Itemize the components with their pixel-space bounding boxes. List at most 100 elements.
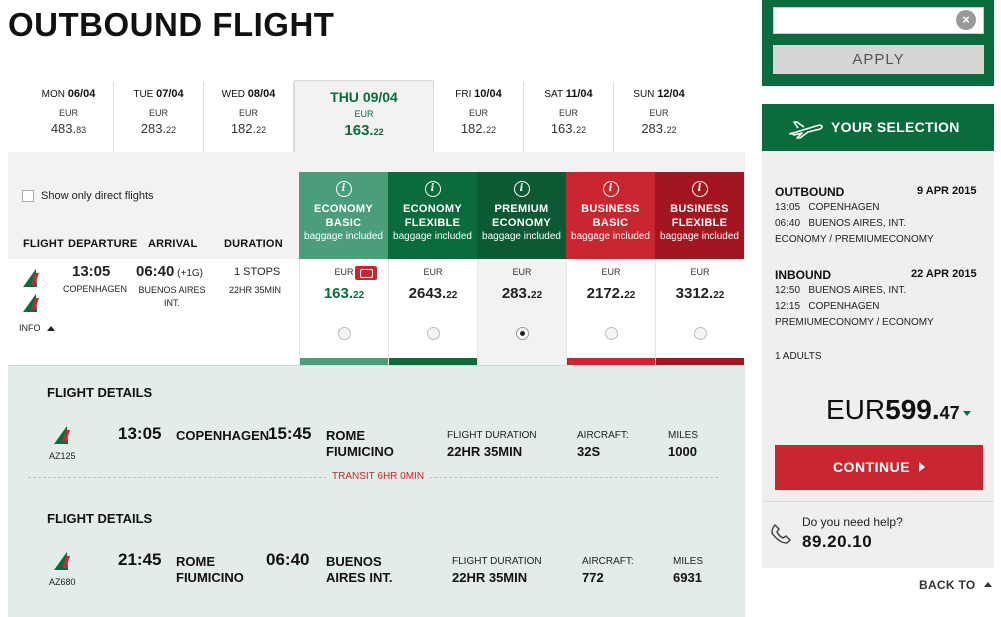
segment-arrival-time: 15:45: [268, 424, 312, 443]
fare-baggage: baggage included: [304, 231, 383, 242]
date-price-cents: 22: [256, 125, 267, 135]
fare-option-business-flexible[interactable]: EUR 3312.22: [655, 259, 744, 365]
fare-name: ECONOMY: [492, 217, 551, 229]
date-cell-selected[interactable]: THU 09/04 EUR 163.22: [294, 80, 434, 152]
apply-button[interactable]: APPLY: [773, 45, 984, 74]
promo-code-box: × APPLY: [762, 0, 994, 86]
fare-price-cents: 22: [353, 290, 365, 301]
date-price: 483.: [50, 121, 77, 136]
miles-value: 6931: [673, 570, 702, 585]
column-arrival: ARRIVAL: [148, 238, 198, 250]
info-icon[interactable]: i: [691, 181, 708, 197]
fare-header-business-basic[interactable]: i BUSINESS BASIC baggage included: [566, 172, 655, 259]
fare-price: 2643.: [408, 285, 447, 302]
help-phone-number[interactable]: 89.20.10: [802, 532, 873, 551]
segment-duration: 22HR 35MIN: [447, 444, 523, 459]
your-selection-header: YOUR SELECTION: [762, 104, 994, 151]
help-question: Do you need help?: [802, 515, 903, 529]
date-currency: EUR: [58, 108, 78, 118]
fare-header-economy-flexible[interactable]: i ECONOMY FLEXIBLE baggage included: [388, 172, 477, 259]
promo-code-input[interactable]: [773, 7, 984, 34]
date-cell[interactable]: WED 08/04 EUR 182.22: [204, 82, 294, 152]
inbound-time: 12:15: [775, 301, 801, 312]
date-day: THU: [330, 89, 359, 105]
date-price-cents: 22: [666, 125, 677, 135]
segment-departure-time: 13:05: [118, 424, 162, 443]
fare-option-business-basic[interactable]: EUR 2172.22: [566, 259, 655, 365]
fare-option-economy-flexible[interactable]: EUR 2643.22: [388, 259, 477, 365]
outbound-place: BUENOS AIRES, INT.: [808, 218, 907, 229]
total-price[interactable]: EUR599.47: [826, 394, 971, 426]
flight-summary: INFO 13:05 COPENHAGEN 06:40 (+1G) BUENOS…: [8, 259, 308, 365]
fare-radio[interactable]: [426, 327, 440, 340]
close-icon[interactable]: ×: [956, 10, 976, 30]
direct-flights-checkbox[interactable]: [22, 190, 34, 202]
fare-price: 2172.: [586, 285, 625, 302]
inbound-label: INBOUND: [775, 268, 831, 282]
segment-arrival-city: FIUMICINO: [326, 444, 394, 459]
inbound-place: COPENHAGEN: [808, 301, 880, 312]
info-icon[interactable]: i: [602, 181, 619, 197]
date-price-cents: 22: [576, 125, 587, 135]
segment-departure-city: FIUMICINO: [176, 570, 244, 585]
fare-price-cents: 22: [446, 290, 458, 301]
fare-currency: EUR: [512, 267, 532, 277]
aircraft-type: 32S: [577, 444, 601, 459]
inbound-time: 12:50: [775, 285, 801, 296]
outbound-time: 13:05: [775, 202, 801, 213]
fare-price-cents: 22: [713, 290, 725, 301]
fare-radio[interactable]: [604, 327, 618, 340]
date-price: 283.: [140, 121, 167, 136]
arrival-time: 06:40: [136, 263, 175, 280]
info-icon[interactable]: i: [335, 181, 352, 197]
date-cell[interactable]: MON 06/04 EUR 483.83: [24, 82, 114, 152]
date-date: 07/04: [156, 88, 184, 100]
fare-header-premium-economy[interactable]: i PREMIUM ECONOMY baggage included: [477, 172, 566, 259]
date-cell[interactable]: SAT 11/04 EUR 163.22: [524, 82, 614, 152]
segment-arrival-city: BUENOS: [326, 554, 382, 569]
fare-radio-selected[interactable]: [515, 327, 529, 340]
fare-name: BUSINESS: [581, 203, 640, 215]
arrival-city: INT.: [163, 298, 180, 308]
chevron-up-icon: [46, 325, 55, 331]
segment-arrival-city: ROME: [326, 428, 365, 443]
back-to-label: BACK TO: [919, 578, 976, 592]
date-currency: EUR: [468, 108, 488, 118]
date-cell[interactable]: TUE 07/04 EUR 283.22: [114, 82, 204, 152]
aircraft-type: 772: [582, 570, 604, 585]
date-cell[interactable]: FRI 10/04 EUR 182.22: [434, 82, 524, 152]
fare-baggage: baggage included: [482, 231, 561, 242]
info-icon[interactable]: i: [513, 181, 530, 197]
segment-departure-city: ROME: [176, 554, 215, 569]
continue-label: CONTINUE: [832, 459, 911, 475]
date-day: SUN: [633, 89, 655, 100]
date-price: 163.: [550, 121, 577, 136]
fare-color-bar: [300, 358, 388, 365]
departure-city: COPENHAGEN: [63, 284, 128, 294]
back-to-top-link[interactable]: BACK TO: [919, 578, 992, 592]
fare-header-business-flexible[interactable]: i BUSINESS FLEXIBLE baggage included: [655, 172, 744, 259]
inbound-date: 22 APR 2015: [911, 268, 977, 280]
info-icon[interactable]: i: [424, 181, 441, 197]
info-toggle[interactable]: INFO: [19, 323, 55, 333]
date-strip: MON 06/04 EUR 483.83 TUE 07/04 EUR 283.2…: [24, 80, 744, 152]
results-panel: Show only direct flights FLIGHT DEPARTUR…: [8, 152, 745, 365]
date-date: 11/04: [565, 88, 593, 100]
fare-radio[interactable]: [693, 327, 707, 340]
fare-radio[interactable]: [337, 327, 351, 340]
date-day: SAT: [544, 89, 563, 100]
fare-currency: EUR: [601, 267, 621, 277]
chevron-up-icon: [983, 582, 992, 587]
date-price: 163.: [344, 122, 374, 139]
fare-option-premium-economy[interactable]: EUR 283.22: [477, 259, 566, 365]
direct-flights-filter[interactable]: Show only direct flights: [22, 190, 154, 202]
fare-currency: EUR: [334, 267, 354, 277]
fare-header-economy-basic[interactable]: i ECONOMY BASIC baggage included: [299, 172, 388, 259]
segment-departure-city: COPENHAGEN: [176, 428, 270, 443]
date-currency: EUR: [238, 108, 258, 118]
fare-option-economy-basic[interactable]: EUR 163.22: [299, 259, 388, 365]
continue-button[interactable]: CONTINUE: [775, 445, 983, 490]
date-cell[interactable]: SUN 12/04 EUR 283.22: [614, 82, 704, 152]
date-price: 182.: [230, 121, 257, 136]
inbound-place: BUENOS AIRES, INT.: [808, 285, 907, 296]
